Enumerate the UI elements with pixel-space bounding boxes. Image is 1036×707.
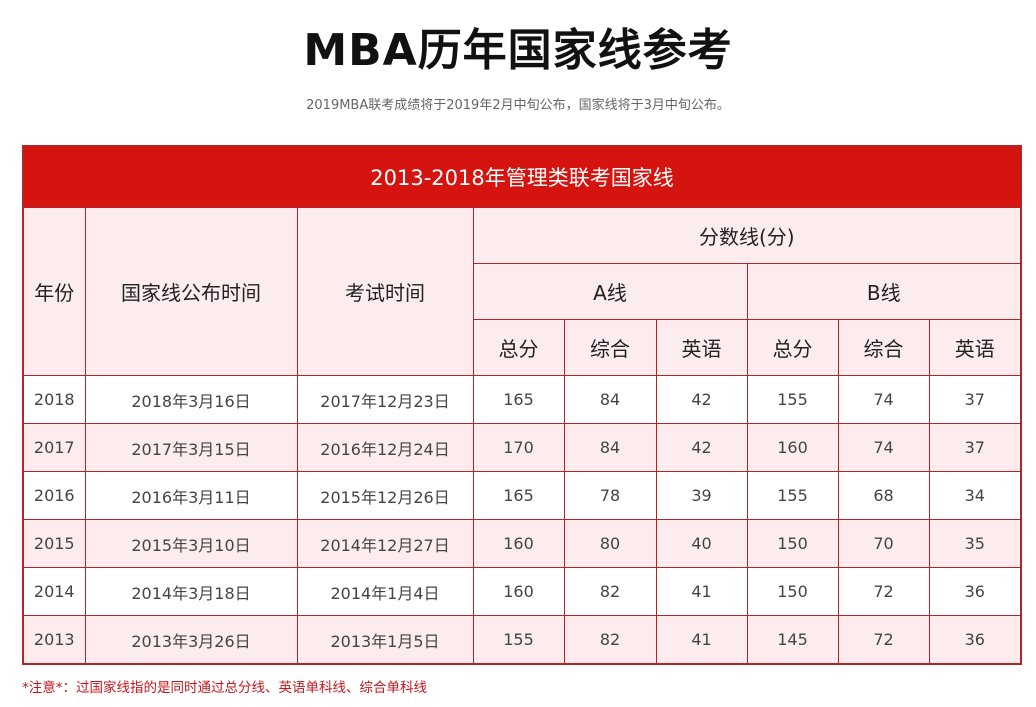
footnote: *注意*：过国家线指的是同时通过总分线、英语单科线、综合单科线 <box>22 680 427 696</box>
cell-announce: 2015年3月10日 <box>84 519 298 568</box>
cell-b-total: 160 <box>746 423 839 472</box>
header-exam-date: 考试时间 <box>296 207 474 376</box>
cell-a-total: 160 <box>472 519 565 568</box>
cell-a-comp: 84 <box>563 375 657 424</box>
cell-exam: 2017年12月23日 <box>296 375 474 424</box>
cell-a-comp: 82 <box>563 615 657 665</box>
table-row: 2017 2017年3月15日 2016年12月24日 170 84 42 160 74 37 <box>22 423 1022 472</box>
cell-b-eng: 36 <box>928 615 1022 665</box>
table-banner: 2013-2018年管理类联考国家线 <box>22 145 1022 208</box>
cell-year: 2015 <box>22 519 86 568</box>
cell-exam: 2015年12月26日 <box>296 471 474 520</box>
cell-b-total: 155 <box>746 471 839 520</box>
cell-exam: 2014年12月27日 <box>296 519 474 568</box>
header-score-line: 分数线(分) <box>472 207 1022 264</box>
table-row: 2013 2013年3月26日 2013年1月5日 155 82 41 145 72 36 <box>22 615 1022 665</box>
header-a-english: 英语 <box>655 319 748 376</box>
cell-year: 2013 <box>22 615 86 665</box>
cell-a-eng: 42 <box>655 375 748 424</box>
header-year: 年份 <box>22 207 86 376</box>
cell-a-eng: 40 <box>655 519 748 568</box>
cell-b-comp: 72 <box>837 567 930 616</box>
cell-b-total: 150 <box>746 519 839 568</box>
cell-a-comp: 80 <box>563 519 657 568</box>
cell-a-comp: 78 <box>563 471 657 520</box>
cell-b-eng: 36 <box>928 567 1022 616</box>
header-a-line: A线 <box>472 263 748 320</box>
cell-a-total: 165 <box>472 375 565 424</box>
header-b-line: B线 <box>746 263 1022 320</box>
cell-a-total: 155 <box>472 615 565 665</box>
subtitle: 2019MBA联考成绩将于2019年2月中旬公布，国家线将于3月中旬公布。 <box>306 98 730 113</box>
header-a-comprehensive: 综合 <box>563 319 657 376</box>
cell-a-comp: 82 <box>563 567 657 616</box>
header-b-english: 英语 <box>928 319 1022 376</box>
header-a-total: 总分 <box>472 319 565 376</box>
header-announce-date: 国家线公布时间 <box>84 207 298 376</box>
cell-announce: 2014年3月18日 <box>84 567 298 616</box>
header-b-total: 总分 <box>746 319 839 376</box>
cell-b-total: 155 <box>746 375 839 424</box>
table-row: 2014 2014年3月18日 2014年1月4日 160 82 41 150 72 36 <box>22 567 1022 616</box>
cell-b-eng: 34 <box>928 471 1022 520</box>
cell-b-comp: 68 <box>837 471 930 520</box>
cell-a-eng: 41 <box>655 615 748 665</box>
cell-year: 2017 <box>22 423 86 472</box>
cell-b-comp: 74 <box>837 423 930 472</box>
cell-announce: 2013年3月26日 <box>84 615 298 665</box>
cell-exam: 2016年12月24日 <box>296 423 474 472</box>
cell-exam: 2014年1月4日 <box>296 567 474 616</box>
cell-exam: 2013年1月5日 <box>296 615 474 665</box>
cell-year: 2014 <box>22 567 86 616</box>
cell-b-total: 145 <box>746 615 839 665</box>
table-row: 2015 2015年3月10日 2014年12月27日 160 80 40 150 70 35 <box>22 519 1022 568</box>
cell-b-total: 150 <box>746 567 839 616</box>
cell-b-comp: 72 <box>837 615 930 665</box>
cell-year: 2018 <box>22 375 86 424</box>
cell-a-eng: 41 <box>655 567 748 616</box>
cell-announce: 2016年3月11日 <box>84 471 298 520</box>
header-b-comprehensive: 综合 <box>837 319 930 376</box>
cell-announce: 2017年3月15日 <box>84 423 298 472</box>
national-line-table: 2013-2018年管理类联考国家线 年份 国家线公布时间 考试时间 分数线(分… <box>22 145 1023 665</box>
cell-a-total: 165 <box>472 471 565 520</box>
cell-b-comp: 74 <box>837 375 930 424</box>
cell-a-eng: 39 <box>655 471 748 520</box>
cell-a-eng: 42 <box>655 423 748 472</box>
cell-b-eng: 37 <box>928 423 1022 472</box>
table-row: 2016 2016年3月11日 2015年12月26日 165 78 39 155 68 34 <box>22 471 1022 520</box>
cell-b-comp: 70 <box>837 519 930 568</box>
cell-a-total: 170 <box>472 423 565 472</box>
table-row: 2018 2018年3月16日 2017年12月23日 165 84 42 155 74 37 <box>22 375 1022 424</box>
cell-a-total: 160 <box>472 567 565 616</box>
cell-year: 2016 <box>22 471 86 520</box>
cell-announce: 2018年3月16日 <box>84 375 298 424</box>
cell-a-comp: 84 <box>563 423 657 472</box>
cell-b-eng: 35 <box>928 519 1022 568</box>
cell-b-eng: 37 <box>928 375 1022 424</box>
page-title: MBA历年国家线参考 <box>303 25 733 76</box>
